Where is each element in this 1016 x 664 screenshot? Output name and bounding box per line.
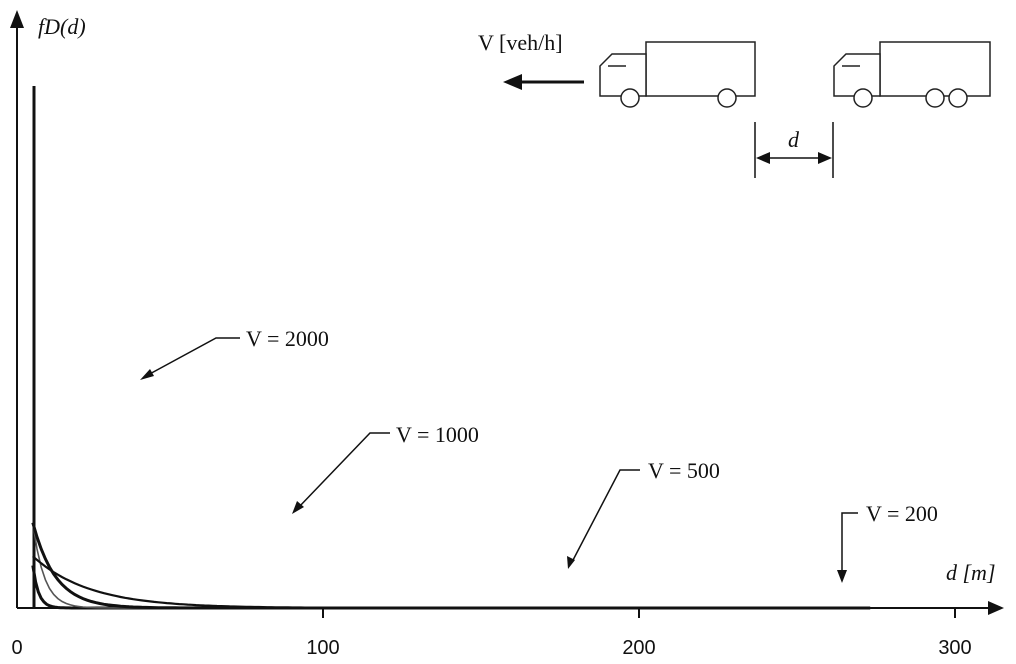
truck-following-rear-wheel-1 — [925, 88, 945, 108]
callout-arrowheads — [140, 369, 847, 583]
x-tick-label-300: 300 — [938, 637, 971, 659]
callout-leaders — [145, 337, 858, 578]
gap-arrowhead-left — [756, 152, 770, 164]
x-tick-marks — [322, 608, 956, 618]
truck-following-front-wheel — [853, 88, 873, 108]
gap-label: d — [788, 127, 800, 152]
arrowhead-v200 — [837, 570, 847, 583]
gap-arrowhead-right — [818, 152, 832, 164]
truck-icon-following — [833, 41, 991, 108]
annotation-v200: V = 200 — [866, 501, 938, 526]
truck-following-rear-wheel-2 — [948, 88, 968, 108]
y-axis-arrowhead — [10, 10, 24, 28]
arrowhead-v500 — [567, 556, 575, 569]
series-line-v1000 — [32, 522, 871, 609]
series-line-v500 — [31, 522, 871, 610]
leader-v2000 — [145, 337, 240, 377]
gap-dimension — [754, 122, 834, 178]
x-tick-label-200: 200 — [622, 637, 655, 659]
truck-following-trailer — [879, 41, 991, 97]
axes — [16, 20, 995, 609]
arrowhead-v1000 — [292, 501, 304, 514]
truck-leading-trailer — [645, 41, 756, 97]
annotation-v500: V = 500 — [648, 458, 720, 483]
annotation-v1000: V = 1000 — [396, 422, 479, 447]
y-axis-label: fD(d) — [38, 14, 86, 39]
x-tick-label-100: 100 — [306, 637, 339, 659]
flow-label: V [veh/h] — [478, 30, 563, 55]
leader-v200 — [841, 512, 858, 578]
truck-leading-cab — [599, 53, 647, 97]
leader-v1000 — [297, 432, 390, 509]
truck-leading-rear-wheel — [717, 88, 737, 108]
truck-following-cab — [833, 53, 881, 97]
arrowhead-v2000 — [140, 369, 154, 380]
truck-icon-leading — [599, 41, 756, 108]
x-axis-label: d [m] — [946, 560, 996, 585]
series-line-v200 — [32, 555, 871, 610]
series-line-v2000 — [31, 565, 586, 610]
truck-leading-front-wheel — [620, 88, 640, 108]
series-lines — [31, 522, 871, 610]
x-axis-arrowhead — [988, 601, 1004, 615]
traffic-direction-arrowhead — [503, 74, 522, 90]
annotation-v2000: V = 2000 — [246, 326, 329, 351]
leader-v500 — [571, 469, 640, 563]
x-tick-label-0: 0 — [11, 637, 22, 659]
